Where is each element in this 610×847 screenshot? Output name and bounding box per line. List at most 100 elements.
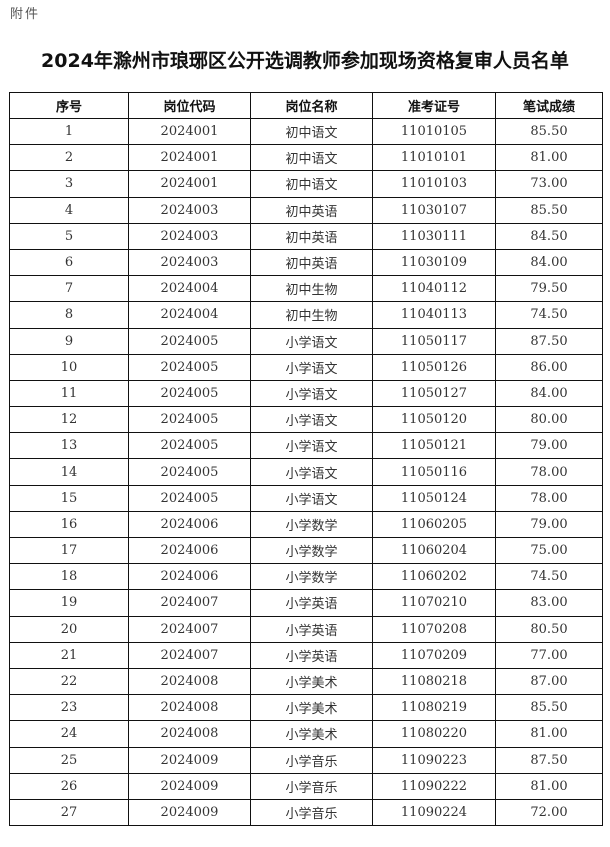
- cell-exam-ticket-number: 11050120: [372, 406, 496, 434]
- cell-post-code: 2024004: [128, 301, 251, 329]
- cell-post-name: 初中生物: [250, 301, 373, 329]
- cell-post-name: 小学美术: [250, 694, 373, 722]
- cell-written-score: 87.00: [495, 667, 603, 696]
- cell-post-name: 小学语文: [250, 406, 373, 434]
- cell-post-name: 初中语文: [250, 117, 373, 146]
- table-row: 23 2024008 小学美术 11080219 85.50: [9, 694, 603, 722]
- cell-written-score: 85.50: [495, 694, 603, 722]
- column-header-post-code: 岗位代码: [128, 92, 251, 119]
- cell-written-score: 81.00: [495, 772, 603, 800]
- table-row: 13 2024005 小学语文 11050121 79.00: [9, 432, 603, 460]
- cell-exam-ticket-number: 11030107: [372, 196, 496, 224]
- cell-serial-number: 8: [9, 301, 129, 329]
- table-row: 19 2024007 小学英语 11070210 83.00: [9, 589, 603, 617]
- cell-written-score: 84.00: [495, 248, 603, 277]
- cell-post-name: 小学语文: [250, 484, 373, 512]
- cell-serial-number: 25: [9, 746, 129, 774]
- cell-exam-ticket-number: 11050127: [372, 379, 496, 408]
- table-row: 10 2024005 小学语文 11050126 86.00: [9, 353, 603, 381]
- cell-serial-number: 17: [9, 536, 129, 565]
- table-row: 26 2024009 小学音乐 11090222 81.00: [9, 772, 603, 800]
- cell-serial-number: 1: [9, 117, 129, 146]
- cell-exam-ticket-number: 11030109: [372, 248, 496, 277]
- cell-written-score: 85.50: [495, 117, 603, 146]
- cell-post-name: 小学数学: [250, 510, 373, 539]
- cell-written-score: 85.50: [495, 196, 603, 224]
- cell-post-name: 小学数学: [250, 563, 373, 591]
- cell-serial-number: 21: [9, 641, 129, 669]
- cell-written-score: 74.50: [495, 301, 603, 329]
- cell-exam-ticket-number: 11070209: [372, 641, 496, 669]
- column-header-written-score: 笔试成绩: [495, 92, 603, 119]
- cell-post-code: 2024003: [128, 248, 251, 277]
- cell-written-score: 79.00: [495, 432, 603, 460]
- cell-written-score: 74.50: [495, 563, 603, 591]
- cell-exam-ticket-number: 11050117: [372, 327, 496, 355]
- table-row: 9 2024005 小学语文 11050117 87.50: [9, 327, 603, 355]
- cell-written-score: 86.00: [495, 353, 603, 381]
- cell-post-code: 2024007: [128, 589, 251, 617]
- cell-post-name: 小学音乐: [250, 746, 373, 774]
- cell-post-name: 初中语文: [250, 170, 373, 198]
- table-row: 5 2024003 初中英语 11030111 84.50: [9, 222, 603, 250]
- cell-post-code: 2024001: [128, 170, 251, 198]
- cell-serial-number: 18: [9, 563, 129, 591]
- cell-exam-ticket-number: 11050116: [372, 458, 496, 486]
- cell-serial-number: 15: [9, 484, 129, 512]
- cell-written-score: 81.00: [495, 720, 603, 748]
- cell-post-code: 2024001: [128, 144, 251, 172]
- column-header-exam-ticket-number: 准考证号: [372, 92, 496, 119]
- cell-serial-number: 16: [9, 510, 129, 539]
- cell-exam-ticket-number: 11010101: [372, 144, 496, 172]
- table-row: 2 2024001 初中语文 11010101 81.00: [9, 144, 603, 172]
- cell-post-name: 小学美术: [250, 720, 373, 748]
- table-row: 17 2024006 小学数学 11060204 75.00: [9, 536, 603, 565]
- cell-serial-number: 14: [9, 458, 129, 486]
- table-row: 25 2024009 小学音乐 11090223 87.50: [9, 746, 603, 774]
- table-row: 15 2024005 小学语文 11050124 78.00: [9, 484, 603, 512]
- cell-exam-ticket-number: 11030111: [372, 222, 496, 250]
- cell-post-code: 2024005: [128, 432, 251, 460]
- cell-exam-ticket-number: 11050126: [372, 353, 496, 381]
- table-row: 4 2024003 初中英语 11030107 85.50: [9, 196, 603, 224]
- cell-post-code: 2024009: [128, 798, 251, 827]
- cell-written-score: 75.00: [495, 536, 603, 565]
- table-row: 3 2024001 初中语文 11010103 73.00: [9, 170, 603, 198]
- cell-post-name: 小学语文: [250, 353, 373, 381]
- cell-exam-ticket-number: 11060202: [372, 563, 496, 591]
- table-row: 14 2024005 小学语文 11050116 78.00: [9, 458, 603, 486]
- cell-written-score: 77.00: [495, 641, 603, 669]
- cell-exam-ticket-number: 11040112: [372, 275, 496, 303]
- cell-serial-number: 9: [9, 327, 129, 355]
- cell-post-name: 小学音乐: [250, 772, 373, 800]
- cell-exam-ticket-number: 11090222: [372, 772, 496, 800]
- cell-serial-number: 7: [9, 275, 129, 303]
- cell-written-score: 79.50: [495, 275, 603, 303]
- cell-serial-number: 19: [9, 589, 129, 617]
- cell-written-score: 81.00: [495, 144, 603, 172]
- cell-post-name: 小学语文: [250, 327, 373, 355]
- table-row: 18 2024006 小学数学 11060202 74.50: [9, 563, 603, 591]
- cell-exam-ticket-number: 11080219: [372, 694, 496, 722]
- column-header-post-name: 岗位名称: [250, 92, 373, 119]
- cell-post-code: 2024006: [128, 510, 251, 539]
- cell-written-score: 83.00: [495, 589, 603, 617]
- cell-post-code: 2024004: [128, 275, 251, 303]
- cell-written-score: 73.00: [495, 170, 603, 198]
- document-title: 2024年滁州市琅琊区公开选调教师参加现场资格复审人员名单: [41, 50, 569, 72]
- cell-serial-number: 26: [9, 772, 129, 800]
- cell-written-score: 84.00: [495, 379, 603, 408]
- cell-post-code: 2024005: [128, 406, 251, 434]
- cell-post-code: 2024005: [128, 353, 251, 381]
- cell-serial-number: 2: [9, 144, 129, 172]
- cell-serial-number: 5: [9, 222, 129, 250]
- table-row: 20 2024007 小学英语 11070208 80.50: [9, 615, 603, 643]
- cell-post-name: 初中英语: [250, 196, 373, 224]
- cell-post-code: 2024008: [128, 720, 251, 748]
- cell-exam-ticket-number: 11050121: [372, 432, 496, 460]
- cell-serial-number: 4: [9, 196, 129, 224]
- cell-post-name: 小学语文: [250, 379, 373, 408]
- cell-serial-number: 22: [9, 667, 129, 696]
- cell-post-name: 初中生物: [250, 275, 373, 303]
- cell-post-name: 初中英语: [250, 222, 373, 250]
